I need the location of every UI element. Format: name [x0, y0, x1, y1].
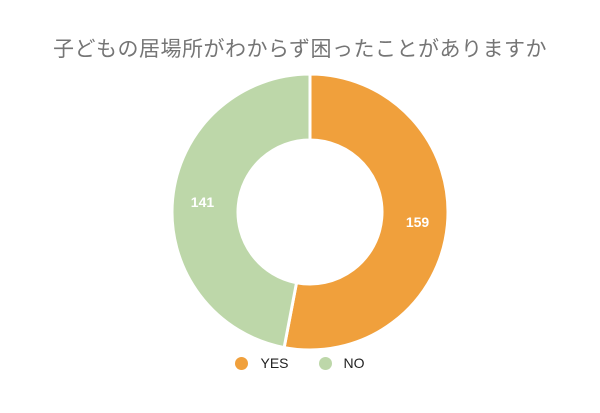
- chart-title: 子どもの居場所がわからず困ったことがありますか: [52, 37, 548, 61]
- donut-slice-no[interactable]: [170, 72, 312, 350]
- legend-item-no[interactable]: NO: [318, 355, 365, 371]
- legend-label-no: NO: [343, 355, 365, 371]
- legend: YES NO: [0, 355, 600, 371]
- legend-swatch-no: [318, 356, 332, 370]
- legend-label-yes: YES: [260, 355, 289, 371]
- data-label-yes: 159: [406, 214, 430, 230]
- donut-slice-yes[interactable]: [282, 72, 450, 352]
- data-label-no: 141: [191, 194, 215, 210]
- legend-swatch-yes: [235, 356, 249, 370]
- legend-item-yes[interactable]: YES: [235, 355, 289, 371]
